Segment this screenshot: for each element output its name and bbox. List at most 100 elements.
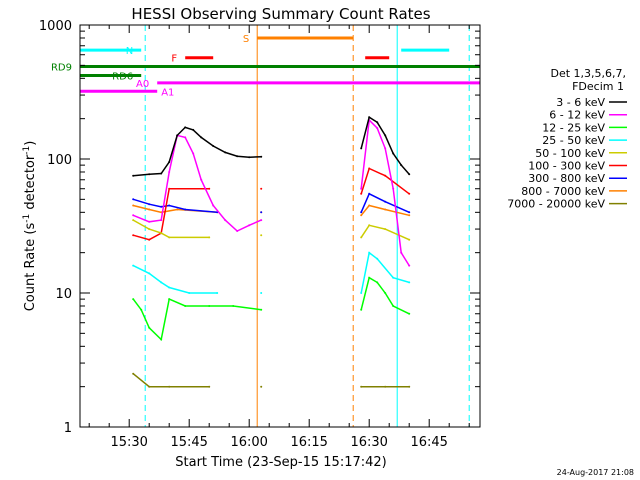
series-line-1-0 xyxy=(132,134,262,232)
series-point-4-2-2 xyxy=(384,228,387,231)
series-point-5-2-2 xyxy=(384,174,387,177)
series-point-6-0-3 xyxy=(168,204,171,207)
series-point-4-0-0 xyxy=(132,219,135,222)
series-point-1-0-9 xyxy=(224,219,227,222)
series-point-1-0-11 xyxy=(248,224,251,227)
y-axis-label: Count Rate (s-1 detector-1) xyxy=(22,141,38,312)
series-point-0-0-0 xyxy=(132,174,135,177)
series-point-3-2-2 xyxy=(376,257,379,260)
series-point-1-1-0 xyxy=(360,187,363,190)
series-point-6-0-2 xyxy=(160,205,163,208)
x-tick-label-3: 16:15 xyxy=(290,435,327,450)
series-point-0-1-1 xyxy=(368,116,371,119)
x-tick-label-5: 16:45 xyxy=(410,435,447,450)
series-point-1-0-8 xyxy=(212,204,215,207)
series-point-7-0-0 xyxy=(132,204,135,207)
series-point-5-0-3 xyxy=(168,187,171,190)
series-point-1-1-3 xyxy=(384,147,387,150)
series-point-3-2-3 xyxy=(392,276,395,279)
series-point-4-0-2 xyxy=(160,232,163,235)
y-tick-label-3: 1000 xyxy=(39,19,72,34)
x-tick-label-4: 16:30 xyxy=(350,435,387,450)
legend-label-7: 800 - 7000 keV xyxy=(521,185,605,198)
series-point-6-1-0 xyxy=(260,211,263,214)
x-axis-label: Start Time (23-Sep-15 15:17:42) xyxy=(175,455,386,470)
series-point-6-2-3 xyxy=(408,211,411,214)
x-tick-label-0: 15:30 xyxy=(110,435,147,450)
series-point-0-0-3 xyxy=(168,161,171,163)
y-axis-label-mid: detector xyxy=(23,154,38,214)
series-point-0-0-10 xyxy=(236,155,239,158)
series-point-0-1-2 xyxy=(376,121,379,124)
y-axis: 1 10 100 1000 xyxy=(39,19,480,436)
series-point-2-1-1 xyxy=(368,276,371,279)
series-point-7-0-1 xyxy=(148,208,151,211)
series-point-5-2-0 xyxy=(360,192,363,195)
series-line-3-2 xyxy=(360,251,410,294)
series-point-8-2-1 xyxy=(384,385,387,388)
x-axis: 15:30 15:45 16:00 16:15 16:30 16:45 xyxy=(88,25,470,450)
series-point-7-2-0 xyxy=(360,214,363,217)
series-point-0-0-11 xyxy=(248,156,251,159)
series-point-0-0-2 xyxy=(160,172,163,175)
series-point-6-0-4 xyxy=(184,208,187,211)
series-line-5-2 xyxy=(360,167,410,195)
series-point-1-0-2 xyxy=(160,219,163,222)
series-point-4-0-3 xyxy=(168,236,171,239)
legend-label-5: 100 - 300 keV xyxy=(528,160,605,173)
series-point-7-0-3 xyxy=(176,208,179,211)
series-point-0-0-1 xyxy=(148,173,151,176)
series-point-2-0-2 xyxy=(148,326,151,329)
legend-label-8: 7000 - 20000 keV xyxy=(507,198,605,211)
series-point-3-0-5 xyxy=(216,292,219,294)
flag-label-f: F xyxy=(171,54,177,65)
series-point-3-0-3 xyxy=(168,286,171,289)
series-point-0-0-7 xyxy=(200,136,203,139)
series-point-2-1-3 xyxy=(384,292,387,294)
series-point-8-2-0 xyxy=(360,385,363,388)
series-point-6-2-0 xyxy=(360,211,363,214)
series-point-2-0-4 xyxy=(168,298,171,301)
series-layer xyxy=(132,116,411,388)
series-point-7-2-3 xyxy=(408,214,411,217)
series-point-0-0-4 xyxy=(176,134,179,137)
y-axis-label-sup1: -1 xyxy=(22,214,32,223)
series-point-3-1-0 xyxy=(260,292,263,294)
flag-label-a0: A0 xyxy=(136,79,149,90)
series-point-2-0-8 xyxy=(260,308,263,311)
series-point-2-1-4 xyxy=(392,305,395,307)
series-line-6-0 xyxy=(132,198,218,214)
series-point-7-2-2 xyxy=(384,208,387,211)
series-point-0-1-4 xyxy=(392,152,395,155)
series-point-1-0-6 xyxy=(192,152,195,155)
series-point-4-0-4 xyxy=(208,236,211,239)
series-point-3-0-0 xyxy=(132,264,135,267)
series-point-8-2-2 xyxy=(408,385,411,388)
series-point-1-0-1 xyxy=(148,220,151,223)
series-point-2-1-0 xyxy=(360,308,363,311)
series-point-1-0-0 xyxy=(132,214,135,217)
series-point-0-0-8 xyxy=(212,145,215,147)
series-point-4-1-0 xyxy=(260,234,263,237)
legend-label-2: 12 - 25 keV xyxy=(542,121,605,134)
series-point-1-1-6 xyxy=(408,264,411,267)
series-point-1-1-4 xyxy=(392,187,395,190)
series-point-1-1-2 xyxy=(376,127,379,130)
legend-label-3: 25 - 50 keV xyxy=(542,134,605,147)
series-line-1-1 xyxy=(360,118,410,266)
y-tick-label-0: 1 xyxy=(64,421,72,436)
series-point-2-0-7 xyxy=(232,305,235,307)
y-tick-label-2: 100 xyxy=(47,153,72,168)
series-line-7-2 xyxy=(360,204,410,217)
series-point-3-2-0 xyxy=(360,292,363,294)
series-point-4-0-1 xyxy=(148,228,151,231)
series-line-4-2 xyxy=(360,224,410,241)
series-point-5-2-1 xyxy=(368,167,371,170)
series-point-3-2-1 xyxy=(368,251,371,254)
flag-label-s: S xyxy=(243,34,249,45)
series-point-0-1-6 xyxy=(408,173,411,176)
series-point-0-0-6 xyxy=(192,128,195,131)
